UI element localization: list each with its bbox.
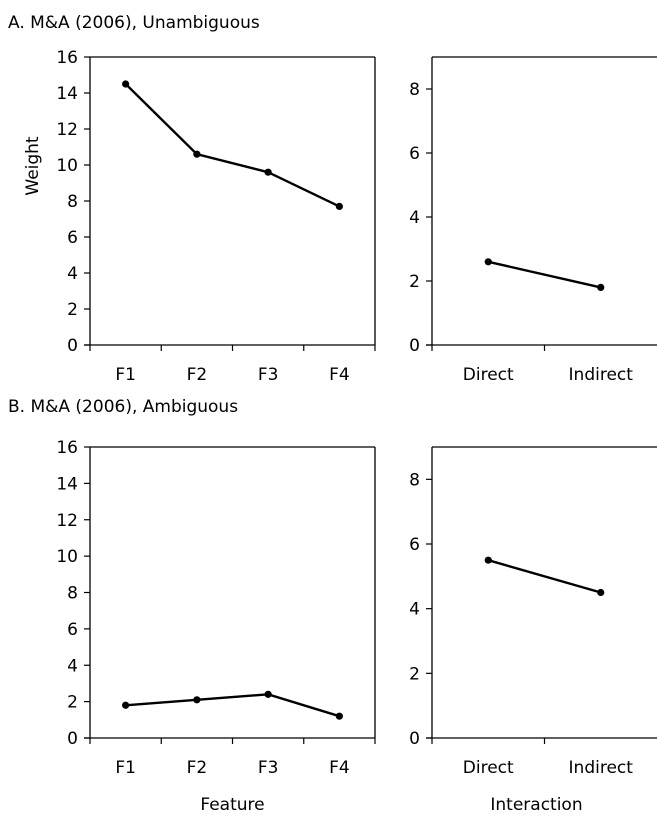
x-tick-label: F4 <box>329 365 350 385</box>
y-tick-label: 0 <box>67 729 78 749</box>
y-tick-label: 14 <box>56 84 78 104</box>
data-point <box>193 696 201 704</box>
x-tick-label: F3 <box>258 758 279 778</box>
x-axis-label: Feature <box>200 795 264 815</box>
data-point <box>335 712 343 720</box>
chart-panel-3: B. M&A (2006), Ambiguous 0 2 4 6 8 10 12 14 16 F1 F… <box>8 397 376 815</box>
y-tick-label: 12 <box>56 120 78 140</box>
data-point <box>484 556 492 564</box>
y-tick-label: 0 <box>67 336 78 356</box>
chart-title: A. M&A (2006), Unambiguous <box>8 13 260 33</box>
y-tick-label: 4 <box>409 208 420 228</box>
y-tick-label: 6 <box>67 620 78 640</box>
series-line <box>487 559 602 594</box>
y-tick-label: 12 <box>56 511 78 531</box>
y-tick-label: 2 <box>409 272 420 292</box>
x-tick-label: F3 <box>258 365 279 385</box>
y-tick-label: 2 <box>67 693 78 713</box>
chart-title: B. M&A (2006), Ambiguous <box>8 397 238 417</box>
y-tick-label: 8 <box>409 80 420 100</box>
y-tick-label: 0 <box>409 336 420 356</box>
y-tick-label: 6 <box>409 144 420 164</box>
x-tick-label: F1 <box>115 365 136 385</box>
y-tick-label: 10 <box>56 156 78 176</box>
y-tick-label: 4 <box>67 264 78 284</box>
y-tick-label: 14 <box>56 474 78 494</box>
y-tick-label: 4 <box>409 600 420 620</box>
data-point <box>335 202 343 210</box>
data-point <box>122 80 130 88</box>
data-point <box>597 588 605 597</box>
x-tick-label: Direct <box>463 365 514 385</box>
chart-panel-2: 0 2 4 6 8 Direct Indirect <box>409 56 657 385</box>
y-tick-label: 4 <box>67 656 78 676</box>
data-point <box>122 701 130 709</box>
chart-panel-4: 0 2 4 6 8 Direct Indirect Interaction <box>409 446 657 815</box>
y-tick-label: 2 <box>67 300 78 320</box>
y-tick-label: 2 <box>409 664 420 684</box>
data-point <box>597 283 605 291</box>
data-point <box>264 690 272 698</box>
chart-panel-1: A. M&A (2006), Unambiguous 0 2 4 6 8 10 12 14 16 F… <box>8 13 376 385</box>
y-tick-label: 0 <box>409 729 420 749</box>
y-tick-label: 8 <box>67 192 78 212</box>
x-tick-label: F2 <box>187 758 208 778</box>
y-tick-label: 8 <box>409 470 420 490</box>
series-line <box>487 260 602 289</box>
data-point <box>484 258 492 266</box>
y-tick-label: 8 <box>67 584 78 604</box>
x-tick-label: F2 <box>187 365 208 385</box>
y-tick-label: 10 <box>56 547 78 567</box>
x-tick-label: Indirect <box>569 758 634 778</box>
y-axis-label: Weight <box>23 136 43 196</box>
y-tick-label: 16 <box>56 48 78 68</box>
y-tick-label: 16 <box>56 438 78 458</box>
x-tick-label: F1 <box>115 758 136 778</box>
y-tick-label: 6 <box>409 535 420 555</box>
series-line <box>124 83 340 208</box>
data-point <box>264 168 272 176</box>
data-point <box>193 150 201 158</box>
x-tick-label: Direct <box>463 758 514 778</box>
x-axis-label: Interaction <box>490 795 582 815</box>
x-tick-label: F4 <box>329 758 350 778</box>
y-tick-label: 6 <box>67 228 78 248</box>
series-line <box>125 693 340 718</box>
x-tick-label: Indirect <box>569 365 634 385</box>
